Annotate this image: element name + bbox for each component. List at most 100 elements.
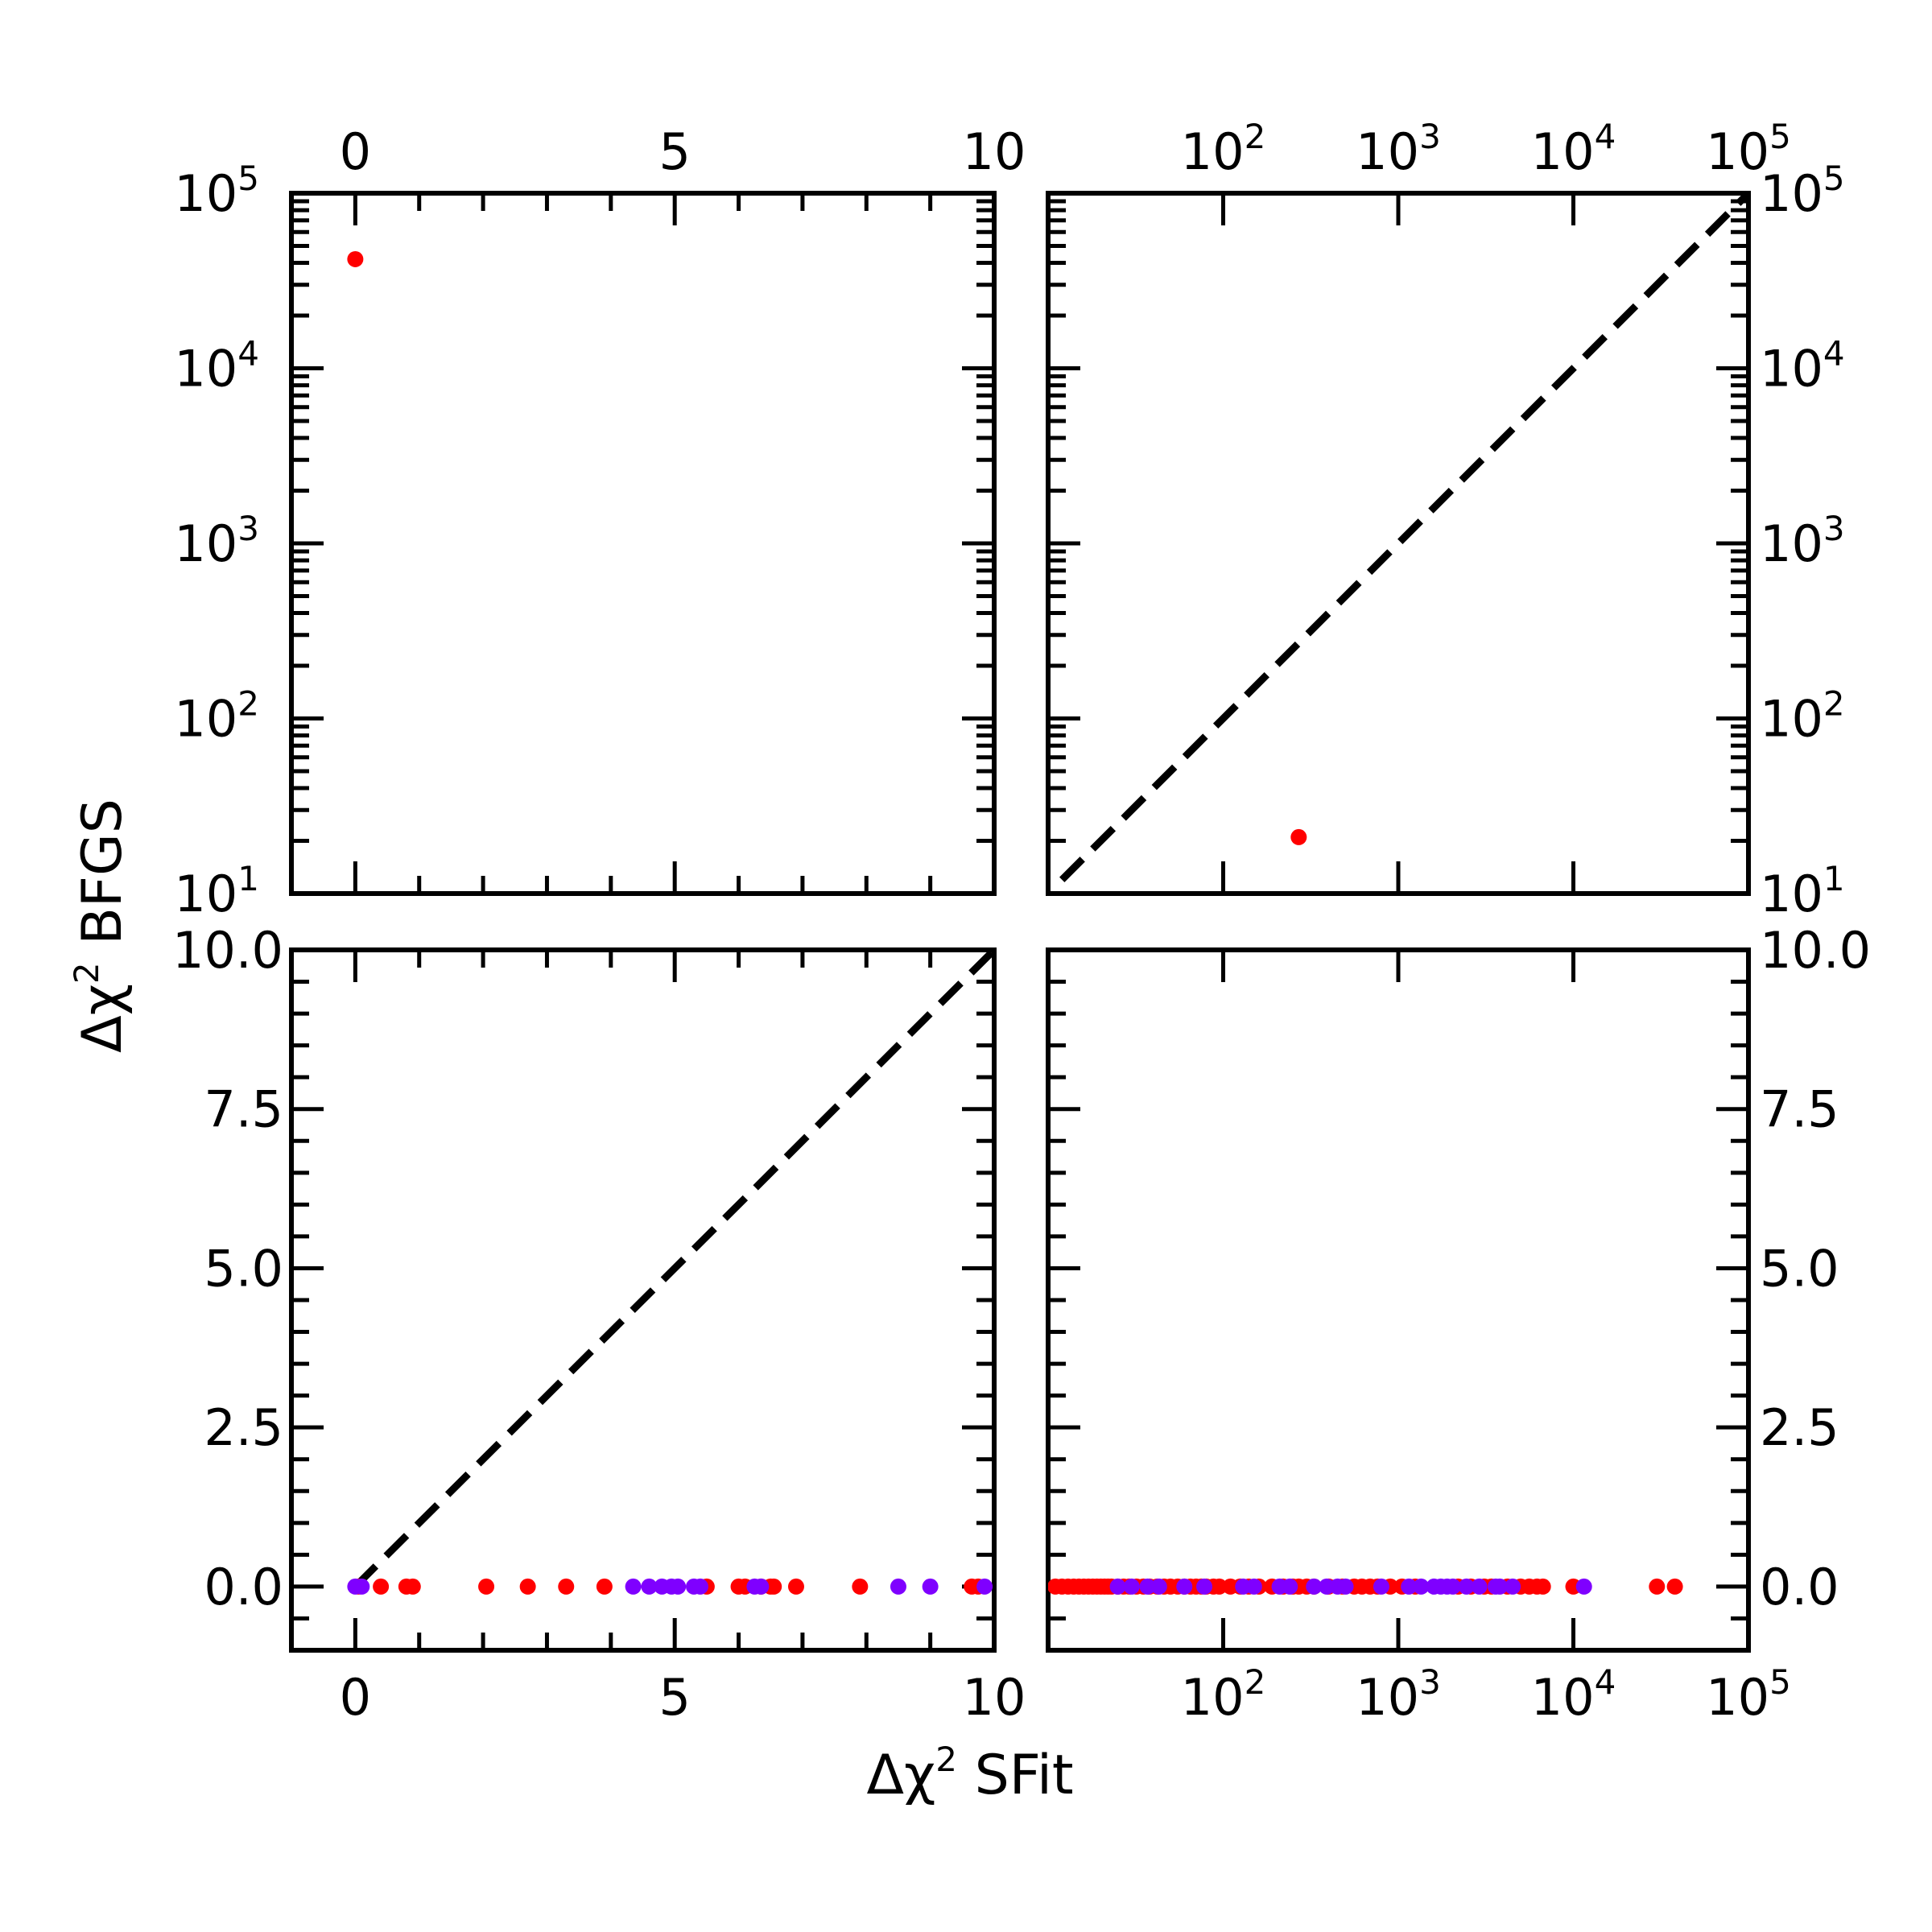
y-tick-label-base: 10	[1760, 164, 1823, 223]
y-tick-label: 5.0	[1760, 1239, 1839, 1298]
x-axis-label: Δχ2 SFit	[866, 1740, 1073, 1807]
x-tick-label: 103	[1356, 117, 1441, 181]
red-point	[1649, 1578, 1666, 1595]
x-tick-label: 0	[340, 1668, 371, 1727]
y-tick-label: 7.5	[204, 1080, 283, 1139]
purple-point	[1123, 1578, 1140, 1595]
purple-point	[625, 1578, 642, 1595]
purple-point	[1139, 1578, 1156, 1595]
red-point	[596, 1578, 613, 1595]
y-tick-label: 101	[1760, 859, 1845, 923]
red-point	[558, 1578, 575, 1595]
x-axis-label-prefix: Δχ	[866, 1744, 935, 1807]
purple-point	[1401, 1578, 1418, 1595]
panel-points	[347, 1578, 993, 1595]
red-point	[373, 1578, 390, 1595]
purple-point	[691, 1578, 708, 1595]
y-tick-label-exponent: 1	[1823, 859, 1845, 898]
panel-points	[347, 250, 364, 267]
purple-point	[1109, 1578, 1126, 1595]
x-tick-label: 5	[658, 1668, 690, 1727]
y-tick-label-base: 10	[174, 865, 237, 923]
y-tick-label-exponent: 5	[1823, 159, 1845, 198]
red-point	[1290, 828, 1307, 845]
x-tick-label-base: 10	[1356, 122, 1419, 181]
purple-point	[1444, 1578, 1461, 1595]
x-axis-label-exponent: 2	[935, 1740, 957, 1779]
x-tick-label: 0	[340, 122, 371, 181]
y-axis-label-suffix: BFGS	[71, 799, 134, 962]
panel-frame	[289, 191, 997, 896]
purple-point	[353, 1578, 370, 1595]
y-tick-label-exponent: 1	[237, 859, 259, 898]
x-tick-label-exponent: 4	[1595, 117, 1616, 156]
y-tick-label: 5.0	[204, 1239, 283, 1298]
x-tick-label-base: 10	[1356, 1668, 1419, 1727]
y-axis-label: Δχ2 BFGS	[67, 799, 134, 1053]
x-tick-label: 104	[1531, 117, 1616, 181]
purple-point	[1245, 1578, 1262, 1595]
red-point	[404, 1578, 421, 1595]
purple-point	[1150, 1578, 1167, 1595]
purple-point	[1282, 1578, 1298, 1595]
y-tick-label-base: 10	[1760, 865, 1823, 923]
y-tick-label-base: 10	[174, 514, 237, 573]
x-tick-label-exponent: 3	[1419, 1662, 1441, 1702]
y-tick-label: 101	[174, 859, 259, 923]
x-tick-label: 5	[658, 122, 690, 181]
y-tick-label-base: 10	[1760, 690, 1823, 749]
x-tick-label-exponent: 2	[1245, 117, 1266, 156]
y-tick-label: 103	[174, 509, 259, 573]
y-tick-label-base: 10	[1760, 514, 1823, 573]
red-point	[1211, 1578, 1228, 1595]
diagonal-line	[1059, 190, 1752, 882]
purple-point	[1492, 1578, 1509, 1595]
y-tick-label: 7.5	[1760, 1080, 1839, 1139]
purple-point	[1176, 1578, 1193, 1595]
x-tick-label: 10	[963, 1668, 1026, 1727]
y-tick-label-exponent: 4	[1823, 334, 1845, 374]
panel-frame	[1046, 191, 1751, 896]
x-tick-label: 103	[1356, 1662, 1441, 1727]
purple-point	[1471, 1578, 1488, 1595]
y-tick-label: 2.5	[1760, 1398, 1839, 1457]
x-tick-label-base: 10	[1531, 122, 1595, 181]
panel-ticks	[1048, 193, 1748, 896]
purple-point	[1306, 1578, 1323, 1595]
red-point	[478, 1578, 495, 1595]
y-tick-label: 105	[174, 159, 259, 223]
panel-ticks	[289, 193, 997, 896]
x-tick-label-exponent: 4	[1595, 1662, 1616, 1702]
purple-point	[1505, 1578, 1521, 1595]
x-tick-label-exponent: 2	[1245, 1662, 1266, 1702]
red-point	[519, 1578, 536, 1595]
panel-frame	[289, 947, 997, 1653]
y-tick-label-base: 10	[174, 690, 237, 749]
y-tick-label: 105	[1760, 159, 1845, 223]
panel-bottom-left: 0 5 10 0.0 2.5 5.0 7.5 10.0	[172, 921, 1026, 1727]
x-tick-label-base: 10	[1706, 1668, 1769, 1727]
purple-point	[1373, 1578, 1389, 1595]
y-tick-label-base: 10	[1760, 340, 1823, 398]
y-tick-label: 103	[1760, 509, 1845, 573]
x-tick-label: 102	[1181, 117, 1266, 181]
purple-point	[753, 1578, 770, 1595]
red-point	[787, 1578, 804, 1595]
panel-points	[1290, 828, 1307, 845]
red-point	[1666, 1578, 1683, 1595]
x-tick-label-base: 10	[1181, 1668, 1245, 1727]
y-tick-label: 0.0	[204, 1558, 283, 1616]
purple-point	[976, 1578, 993, 1595]
red-point	[766, 1578, 782, 1595]
purple-point	[670, 1578, 687, 1595]
x-tick-label: 10	[963, 122, 1026, 181]
x-tick-label: 102	[1181, 1662, 1266, 1727]
x-tick-label-base: 10	[1181, 122, 1245, 181]
purple-point	[1196, 1578, 1213, 1595]
x-tick-label-base: 10	[1706, 122, 1769, 181]
